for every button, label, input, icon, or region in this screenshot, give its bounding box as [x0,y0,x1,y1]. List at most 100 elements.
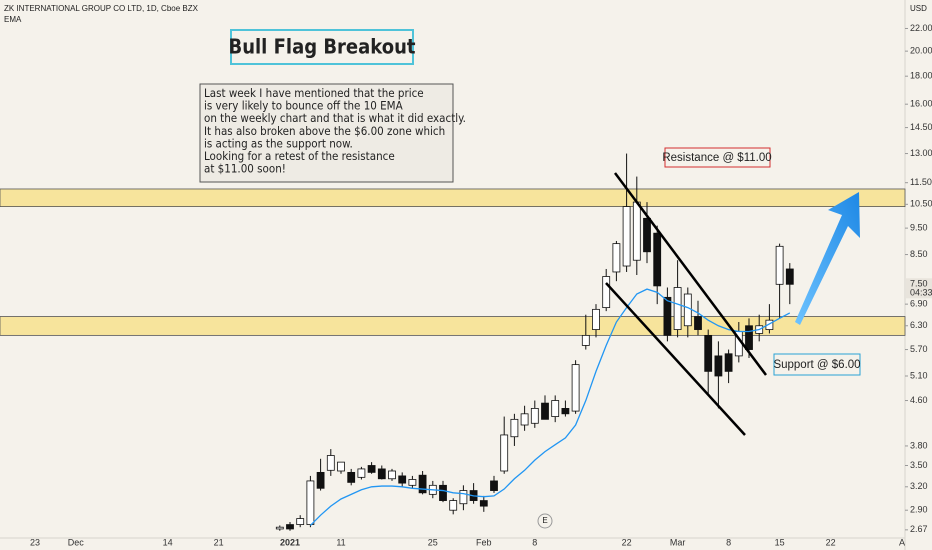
candle-body [643,217,651,253]
y-tick-label: 3.80 [910,440,928,450]
candle-body [439,484,447,501]
note-line: It has also broken above the $6.00 zone … [204,124,445,138]
x-tick-label: 8 [532,537,537,547]
y-tick-label: 13.00 [910,148,932,158]
y-tick-label: 3.50 [910,460,928,470]
candle-body [551,400,560,417]
candle-body [683,293,692,327]
candle-body [561,408,570,415]
note-line: is very likely to bounce off the 10 EMA [204,99,403,113]
y-tick-label: 6.30 [910,320,928,330]
candle-body [510,418,519,438]
candle-body [622,206,631,267]
candle-body [275,526,284,530]
x-tick-label: 23 [30,537,40,547]
ticks: 2.67 2.90 3.20 3.50 3.80 4.60 5.10 5.70 6.30 6.90… [30,23,932,547]
candle-body [612,243,621,273]
note: Last week I have mentioned that the pric… [204,86,466,176]
y-tick-label: 2.90 [910,505,928,515]
note-line: at $11.00 soon! [204,162,286,176]
ema-line [309,288,791,526]
candle-body [724,353,733,372]
support-label: Support @ $6.00 [773,359,860,371]
y-tick-label: 14.50 [910,122,932,132]
candle-body [337,461,345,472]
x-tick-label: 8 [726,537,731,547]
earnings-marker: E [542,516,547,525]
indicator-label: EMA [4,15,22,24]
candle-body [541,402,549,420]
title-box [230,29,414,65]
x-tick-label: Feb [476,537,492,547]
candle-body [571,364,580,412]
support-box [773,353,861,376]
candle-body [602,276,611,309]
candle-body [388,470,396,480]
candle-body [653,232,662,287]
candle-body [765,319,774,330]
candle-body [459,490,468,505]
y-tick-label: 22.00 [910,23,932,33]
candle-body [479,500,488,507]
candle-body [500,434,509,472]
candle-body [530,408,539,424]
resistance-box [664,147,771,168]
x-tick-label: Mar [670,537,686,547]
candle-body [673,287,682,330]
y-tick-label: 11.50 [910,177,932,187]
x-tick-label: A [899,537,905,547]
last-price-label: 7.50 [910,279,928,289]
candle-body [347,471,356,483]
candle-body [316,471,325,489]
x-tick-label: 22 [622,537,632,547]
note-line: Last week I have mentioned that the pric… [204,86,424,100]
note-box [199,83,454,183]
candle-body [581,334,590,346]
y-tick-label: 5.70 [910,344,928,354]
candle-body [449,500,458,511]
channel-lower [605,282,746,436]
countdown: 04:33:3 [910,288,932,298]
y-tick-label: 8.50 [910,249,928,259]
y-tick-label: 18.00 [910,71,932,81]
note-line: on the weekly chart and that is what it … [204,111,466,125]
x-tick-label: 25 [428,537,438,547]
y-tick-label: 20.00 [910,46,932,56]
candle-body [775,245,784,285]
x-tick-label: 11 [336,537,345,547]
candle-body [408,479,417,486]
candle-body [326,455,335,471]
candle-body [592,308,600,330]
x-tick-label: Dec [68,537,85,547]
candle-body [632,201,641,261]
price-zone [0,188,906,207]
x-tick-label: 21 [214,537,224,547]
y-tick-label: 3.20 [910,481,928,491]
title: Bull Flag Breakout [229,35,416,59]
candle-body [714,355,723,377]
y-tick-label: 2.67 [910,524,928,534]
y-tick-label: 5.10 [910,370,928,380]
note-line: Looking for a retest of the resistance [204,149,395,163]
candle-body [745,325,753,350]
candle-body [704,334,713,372]
x-tick-label: 14 [163,537,173,547]
candle-body [490,480,498,491]
arrow [795,192,860,325]
header: ZK INTERNATIONAL GROUP CO LTD, 1D, Cboe … [4,4,199,13]
candle-body [398,475,407,484]
y-tick-label: 10.50 [910,199,932,209]
y-tick-label: 6.90 [910,299,928,309]
resistance-label: Resistance @ $11.00 [662,152,771,164]
candle-body [785,268,794,285]
x-tick-label: 2021 [280,537,300,547]
candle-body [377,468,386,480]
candle-body [694,316,702,330]
candle-body [663,296,672,336]
y-tick-label: 16.00 [910,99,932,109]
x-tick-label: 15 [775,537,785,547]
candle-body [357,468,366,478]
currency: USD [910,4,927,13]
candle-body [306,480,315,525]
